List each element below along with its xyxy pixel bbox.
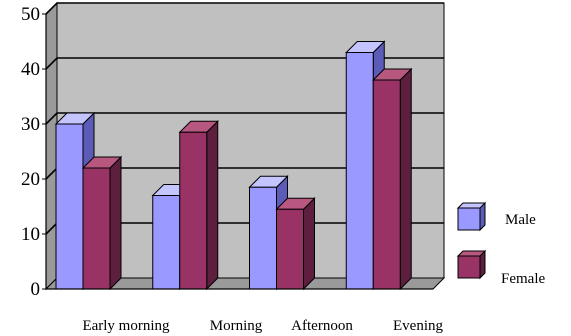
bar bbox=[372, 67, 413, 291]
gridline bbox=[45, 57, 444, 70]
bar-front bbox=[179, 131, 208, 290]
bar-front bbox=[82, 167, 111, 290]
x-tick-label: Evening bbox=[393, 318, 443, 334]
legend-swatch bbox=[457, 207, 481, 231]
x-tick-label: Early morning bbox=[82, 318, 170, 334]
bar-front bbox=[345, 52, 374, 290]
y-tick-label: 0 bbox=[31, 279, 41, 300]
legend-swatch-top bbox=[456, 250, 487, 257]
bars bbox=[54, 40, 413, 291]
legend-item: Female bbox=[456, 249, 545, 287]
gridline bbox=[45, 2, 444, 15]
x-tick-label: Afternoon bbox=[291, 318, 353, 334]
legend-swatch-top bbox=[456, 202, 487, 209]
legend-item: Male bbox=[456, 201, 536, 232]
bar-front bbox=[249, 186, 277, 290]
x-axis: Early morning Morning Afternoon Evening bbox=[82, 318, 443, 334]
bar bbox=[81, 155, 123, 291]
bar-side bbox=[109, 155, 122, 291]
y-axis: 0 10 20 30 40 50 bbox=[21, 4, 433, 300]
bar-side bbox=[206, 120, 219, 291]
y-tick-label: 30 bbox=[21, 114, 40, 135]
legend-label: Male bbox=[505, 212, 536, 228]
x-tick-label: Morning bbox=[210, 318, 263, 334]
bar bbox=[178, 120, 219, 291]
bar-side bbox=[303, 197, 315, 291]
bar-front bbox=[55, 123, 84, 290]
bar-side bbox=[399, 67, 412, 291]
bar-front bbox=[152, 195, 181, 290]
y-tick-label: 20 bbox=[21, 169, 40, 190]
bar-front bbox=[372, 79, 401, 290]
bar-front bbox=[276, 208, 304, 290]
gridline bbox=[45, 112, 444, 125]
left-wall bbox=[45, 1, 58, 291]
bar bbox=[275, 197, 316, 291]
y-tick-label: 40 bbox=[21, 59, 40, 80]
legend-label: Female bbox=[501, 271, 545, 287]
y-tick-label: 50 bbox=[21, 4, 40, 25]
y-tick-label: 10 bbox=[21, 224, 40, 245]
legend: Male Female bbox=[456, 201, 545, 287]
legend-swatch bbox=[457, 255, 481, 279]
